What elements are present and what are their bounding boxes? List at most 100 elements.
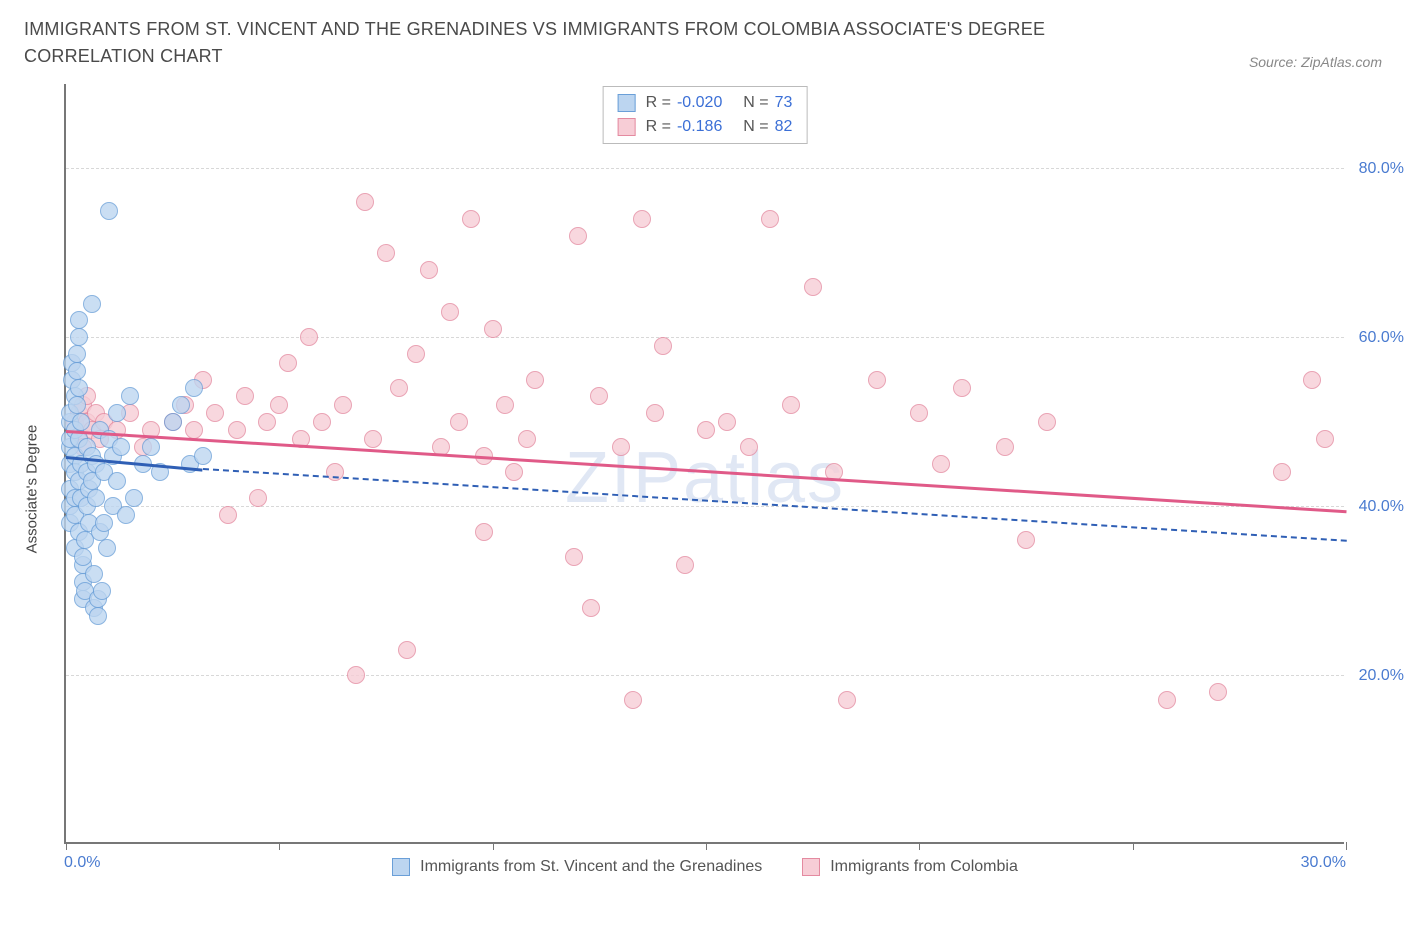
data-point: [68, 362, 86, 380]
data-point: [398, 641, 416, 659]
data-point: [185, 379, 203, 397]
chart-header: IMMIGRANTS FROM ST. VINCENT AND THE GREN…: [24, 16, 1382, 70]
data-point: [70, 379, 88, 397]
data-point: [1017, 531, 1035, 549]
data-point: [1316, 430, 1334, 448]
data-point: [1273, 463, 1291, 481]
chart-source: Source: ZipAtlas.com: [1249, 54, 1382, 70]
legend-item: Immigrants from St. Vincent and the Gren…: [392, 858, 762, 876]
legend-swatch-icon: [618, 118, 636, 136]
chart-title: IMMIGRANTS FROM ST. VINCENT AND THE GREN…: [24, 16, 1124, 70]
data-point: [95, 514, 113, 532]
data-point: [89, 607, 107, 625]
data-point: [326, 463, 344, 481]
data-point: [258, 413, 276, 431]
legend-swatch-icon: [802, 858, 820, 876]
y-axis-label: Associate's Degree: [24, 425, 41, 554]
chart-container: Associate's Degree ZIPatlas R = -0.020 N…: [24, 84, 1382, 894]
gridline: 20.0%: [66, 675, 1344, 676]
data-point: [117, 506, 135, 524]
data-point: [407, 345, 425, 363]
data-point: [125, 489, 143, 507]
data-point: [356, 193, 374, 211]
x-tick: [1346, 842, 1347, 850]
data-point: [518, 430, 536, 448]
x-tick: [279, 842, 280, 850]
data-point: [505, 463, 523, 481]
data-point: [228, 421, 246, 439]
legend-label: Immigrants from St. Vincent and the Gren…: [420, 858, 762, 876]
data-point: [68, 396, 86, 414]
data-point: [194, 447, 212, 465]
data-point: [646, 404, 664, 422]
data-point: [270, 396, 288, 414]
data-point: [420, 261, 438, 279]
legend-item: Immigrants from Colombia: [802, 858, 1018, 876]
data-point: [910, 404, 928, 422]
data-point: [624, 691, 642, 709]
gridline: 60.0%: [66, 337, 1344, 338]
data-point: [761, 210, 779, 228]
data-point: [782, 396, 800, 414]
data-point: [70, 328, 88, 346]
stat-r-value: -0.186: [677, 115, 722, 139]
y-tick-label: 40.0%: [1359, 498, 1404, 516]
data-point: [70, 311, 88, 329]
stat-n-value: 82: [775, 115, 793, 139]
data-point: [654, 337, 672, 355]
data-point: [72, 413, 90, 431]
data-point: [718, 413, 736, 431]
data-point: [450, 413, 468, 431]
data-point: [804, 278, 822, 296]
data-point: [68, 345, 86, 363]
trend-line: [202, 468, 1346, 542]
data-point: [612, 438, 630, 456]
legend-stats-row: R = -0.020 N = 73: [618, 91, 793, 115]
data-point: [462, 210, 480, 228]
data-point: [868, 371, 886, 389]
data-point: [838, 691, 856, 709]
data-point: [279, 354, 297, 372]
legend-swatch-icon: [392, 858, 410, 876]
data-point: [1303, 371, 1321, 389]
data-point: [98, 539, 116, 557]
stat-r-label: R =: [646, 115, 671, 139]
stat-r-label: R =: [646, 91, 671, 115]
legend-swatch-icon: [618, 94, 636, 112]
data-point: [206, 404, 224, 422]
data-point: [1209, 683, 1227, 701]
data-point: [1038, 413, 1056, 431]
data-point: [334, 396, 352, 414]
x-tick: [1133, 842, 1134, 850]
data-point: [441, 303, 459, 321]
data-point: [932, 455, 950, 473]
data-point: [93, 582, 111, 600]
data-point: [475, 523, 493, 541]
data-point: [364, 430, 382, 448]
stat-n-value: 73: [775, 91, 793, 115]
data-point: [83, 295, 101, 313]
data-point: [121, 387, 139, 405]
legend-stats-row: R = -0.186 N = 82: [618, 115, 793, 139]
data-point: [85, 565, 103, 583]
data-point: [390, 379, 408, 397]
data-point: [313, 413, 331, 431]
data-point: [377, 244, 395, 262]
data-point: [590, 387, 608, 405]
data-point: [219, 506, 237, 524]
data-point: [164, 413, 182, 431]
legend-stats: R = -0.020 N = 73 R = -0.186 N = 82: [603, 86, 808, 144]
x-tick: [66, 842, 67, 850]
data-point: [740, 438, 758, 456]
data-point: [526, 371, 544, 389]
legend-label: Immigrants from Colombia: [830, 858, 1018, 876]
y-tick-label: 20.0%: [1359, 667, 1404, 685]
data-point: [300, 328, 318, 346]
x-tick: [919, 842, 920, 850]
data-point: [1158, 691, 1176, 709]
data-point: [108, 404, 126, 422]
x-tick: [493, 842, 494, 850]
data-point: [484, 320, 502, 338]
data-point: [633, 210, 651, 228]
data-point: [569, 227, 587, 245]
